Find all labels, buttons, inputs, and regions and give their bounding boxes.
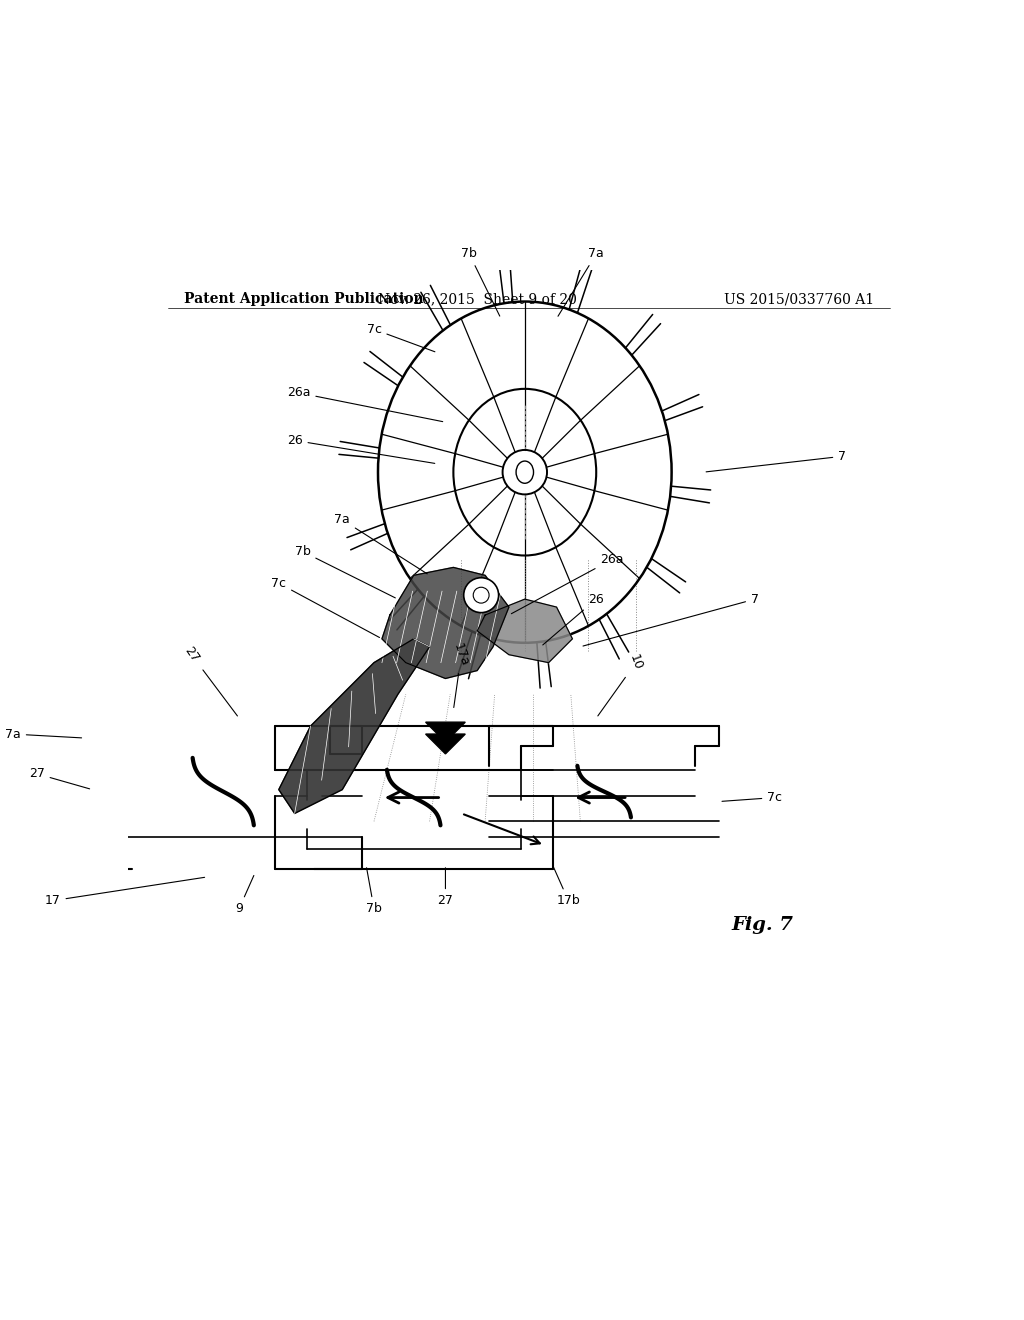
- Text: 27: 27: [29, 767, 90, 789]
- Text: 7c: 7c: [722, 791, 782, 804]
- Text: 26a: 26a: [287, 387, 442, 421]
- Polygon shape: [382, 568, 509, 678]
- Polygon shape: [426, 722, 465, 742]
- Text: 7b: 7b: [295, 545, 395, 598]
- Text: 26a: 26a: [511, 553, 624, 614]
- Text: 7: 7: [583, 593, 759, 645]
- Text: Patent Application Publication: Patent Application Publication: [183, 292, 423, 306]
- Text: 7: 7: [707, 450, 846, 471]
- Polygon shape: [279, 639, 430, 813]
- Text: 17b: 17b: [554, 867, 581, 907]
- Text: US 2015/0337760 A1: US 2015/0337760 A1: [724, 292, 873, 306]
- Text: 9: 9: [236, 875, 254, 915]
- Text: 7c: 7c: [367, 323, 435, 351]
- Text: 7a: 7a: [5, 727, 82, 741]
- Text: 10: 10: [598, 653, 645, 715]
- Text: 26: 26: [543, 593, 604, 645]
- Text: 27: 27: [181, 644, 238, 715]
- Text: 27: 27: [437, 867, 454, 907]
- Polygon shape: [426, 734, 465, 754]
- Polygon shape: [477, 599, 572, 663]
- Circle shape: [464, 578, 499, 612]
- Text: 7c: 7c: [271, 577, 380, 638]
- Text: Nov. 26, 2015  Sheet 9 of 20: Nov. 26, 2015 Sheet 9 of 20: [378, 292, 577, 306]
- Text: 7b: 7b: [366, 867, 382, 915]
- Text: Fig. 7: Fig. 7: [732, 916, 794, 933]
- Text: 7a: 7a: [335, 513, 427, 574]
- Text: 26: 26: [287, 434, 435, 463]
- Text: 7b: 7b: [461, 247, 500, 315]
- Text: 17a: 17a: [452, 642, 471, 708]
- Text: 17: 17: [45, 878, 205, 907]
- Text: 7a: 7a: [558, 247, 604, 317]
